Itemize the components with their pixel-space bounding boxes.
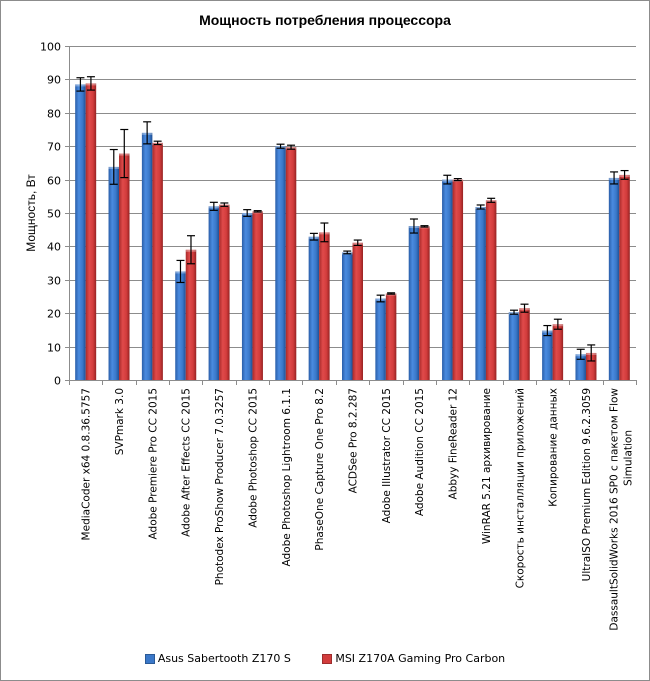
y-tick-label: 90 — [47, 74, 61, 87]
bar-msi — [152, 142, 163, 380]
bar-msi — [85, 83, 97, 381]
x-tick-label: ACDSee Pro 8.2.287 — [348, 388, 360, 493]
bar-msi — [585, 352, 597, 380]
x-tick-label: Копирование данных — [548, 388, 560, 507]
x-tick-label-group: Adobe Audition CC 2015 — [414, 388, 426, 516]
legend-swatch-blue — [144, 653, 155, 664]
x-tick-label-group: UltraISO Premium Edition 9.6.2.3059 — [581, 388, 593, 581]
bar-msi — [519, 308, 530, 380]
bar-asus — [408, 226, 420, 380]
bar-msi — [452, 179, 464, 380]
bar-asus — [175, 271, 186, 380]
bar-asus — [442, 179, 453, 380]
x-tick-label: WinRAR 5.21 архивирование — [481, 388, 493, 544]
x-tick-label: Abbyy FineReader 12 — [448, 388, 460, 499]
bar-msi — [385, 293, 397, 380]
y-tick-label: 40 — [47, 241, 61, 254]
x-tick-label-group: Adobe Photoshop Lightroom 6.1.1 — [281, 388, 293, 566]
legend-label-msi: MSI Z170A Gaming Pro Carbon — [335, 652, 506, 665]
x-tick-label-group: Abbyy FineReader 12 — [448, 388, 460, 499]
y-tick-label: 100 — [40, 41, 61, 54]
y-tick-label: 50 — [47, 208, 61, 221]
x-tick-label-group: Скорость инсталляции приложений — [514, 388, 526, 588]
bar-asus — [375, 298, 386, 380]
x-tick-label-group: WinRAR 5.21 архивирование — [481, 388, 493, 544]
error-bars — [76, 76, 629, 362]
y-tick-label: 80 — [47, 108, 61, 121]
x-tick-label-group: Photodex ProShow Producer 7.0.3257 — [214, 388, 226, 585]
x-tick-label-line2: Simulation — [622, 430, 634, 486]
y-tick-label: 60 — [47, 175, 61, 188]
axes — [65, 46, 637, 385]
bars — [75, 83, 630, 381]
x-tick-label-group: SVPmark 3.0 — [114, 388, 126, 455]
chart-title: Мощность потребления процессора — [199, 12, 451, 28]
x-tick-label: MediaCoder x64 0.8.36.5757 — [81, 388, 93, 540]
y-tick-label: 20 — [47, 308, 61, 321]
bar-msi — [552, 324, 564, 380]
x-tick-label-group: Adobe Photoshop CC 2015 — [247, 388, 259, 528]
bar-msi — [285, 147, 297, 380]
bar-msi — [319, 232, 330, 380]
x-tick-label: PhaseOne Capture One Pro 8.2 — [314, 388, 326, 551]
bar-asus — [141, 132, 153, 380]
bar-asus — [108, 166, 120, 380]
x-tick-label: Adobe Premiere Pro CC 2015 — [147, 388, 159, 539]
legend-item-asus[interactable]: Asus Sabertooth Z170 S — [144, 652, 291, 665]
x-tick-label: Adobe Audition CC 2015 — [414, 388, 426, 516]
x-tick-label-group: PhaseOne Capture One Pro 8.2 — [314, 388, 326, 551]
x-tick-label: UltraISO Premium Edition 9.6.2.3059 — [581, 388, 593, 581]
x-tick-label: Скорость инсталляции приложений — [514, 388, 526, 588]
x-tick-label: SVPmark 3.0 — [114, 388, 126, 455]
y-axis-label: Мощность, Вт — [24, 174, 38, 252]
bar-asus — [275, 146, 286, 380]
bar-asus — [75, 84, 86, 380]
x-tick-label-group: Копирование данных — [548, 388, 560, 507]
x-tick-label-group: MediaCoder x64 0.8.36.5757 — [81, 388, 93, 540]
bar-msi — [352, 242, 363, 380]
bar-msi — [619, 174, 630, 380]
bar-asus — [542, 330, 553, 380]
x-tick-label: Adobe After Effects CC 2015 — [181, 388, 193, 537]
bar-asus — [575, 354, 586, 380]
x-tick-label: Photodex ProShow Producer 7.0.3257 — [214, 388, 226, 585]
x-tick-label: Adobe Illustrator CC 2015 — [381, 388, 393, 523]
bar-msi — [185, 249, 197, 380]
y-tick-label: 0 — [54, 375, 61, 388]
x-tick-label: DassaultSolidWorks 2016 SP0 с пакетом Fl… — [608, 388, 620, 631]
y-tick-label: 10 — [47, 342, 61, 355]
bar-asus — [475, 206, 486, 380]
x-tick-label-group: Adobe Illustrator CC 2015 — [381, 388, 393, 523]
axis-labels: 0 10 20 30 40 50 60 70 80 90 100 MediaCoder x64 0.8… — [40, 41, 634, 631]
bar-asus — [208, 206, 220, 380]
legend-swatch-red — [322, 653, 333, 664]
bar-asus — [508, 312, 520, 380]
bar-msi — [119, 153, 130, 380]
x-tick-label: Adobe Photoshop Lightroom 6.1.1 — [281, 388, 293, 566]
bar-asus — [608, 177, 620, 380]
legend-label-asus: Asus Sabertooth Z170 S — [157, 652, 291, 665]
legend-item-msi[interactable]: MSI Z170A Gaming Pro Carbon — [322, 652, 505, 665]
bar-msi — [485, 200, 497, 380]
x-tick-label-group: Adobe Premiere Pro CC 2015 — [147, 388, 159, 539]
x-tick-label-group: Adobe After Effects CC 2015 — [181, 388, 193, 537]
bar-msi — [219, 204, 230, 380]
bar-asus — [308, 236, 320, 380]
bar-msi — [419, 226, 430, 380]
x-tick-label-group: DassaultSolidWorks 2016 SP0 с пакетом Fl… — [608, 388, 634, 631]
legend: Asus Sabertooth Z170 S MSI Z170A Gaming … — [0, 652, 650, 667]
x-tick-label-group: ACDSee Pro 8.2.287 — [348, 388, 360, 493]
bar-asus — [241, 213, 253, 380]
bar-msi — [252, 211, 263, 380]
x-tick-label: Adobe Photoshop CC 2015 — [247, 388, 259, 528]
y-tick-label: 30 — [47, 275, 61, 288]
y-tick-label: 70 — [47, 141, 61, 154]
bar-asus — [342, 252, 353, 380]
